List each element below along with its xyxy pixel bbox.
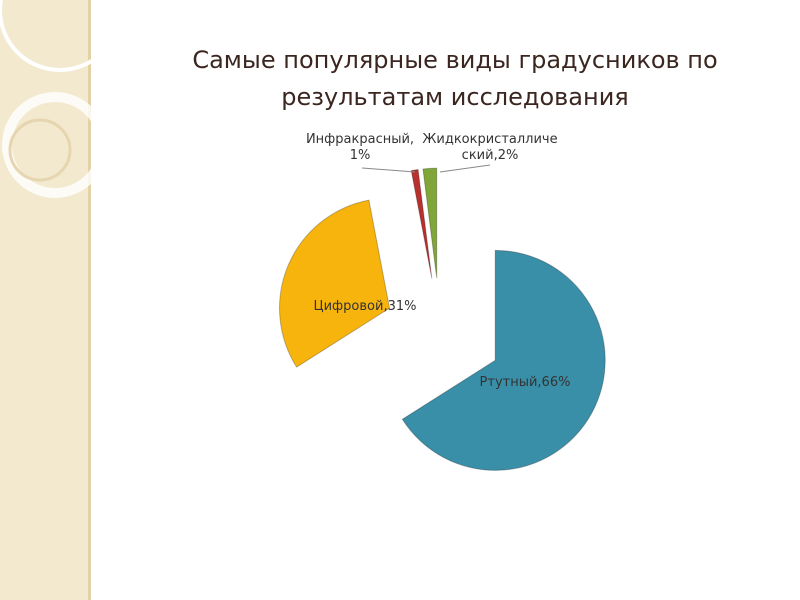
data-label: Жидкокристаллический,2% <box>422 132 558 163</box>
data-label: Инфракрасный,1% <box>305 132 415 163</box>
side-band <box>0 0 90 600</box>
data-label: Цифровой,31% <box>313 299 417 314</box>
pie-slice <box>410 168 433 279</box>
leader-line <box>361 167 416 173</box>
decor-circle <box>8 118 72 182</box>
pie-slice <box>279 199 391 368</box>
pie-slice <box>401 249 606 471</box>
data-label: Ртутный,66% <box>479 375 571 390</box>
chart-title: Самые популярные виды градусников по рез… <box>192 46 718 111</box>
pie-slice <box>422 167 438 279</box>
side-edge <box>88 0 91 600</box>
leader-line <box>439 164 491 173</box>
decor-circle <box>0 0 122 72</box>
decor-circle <box>2 92 108 198</box>
